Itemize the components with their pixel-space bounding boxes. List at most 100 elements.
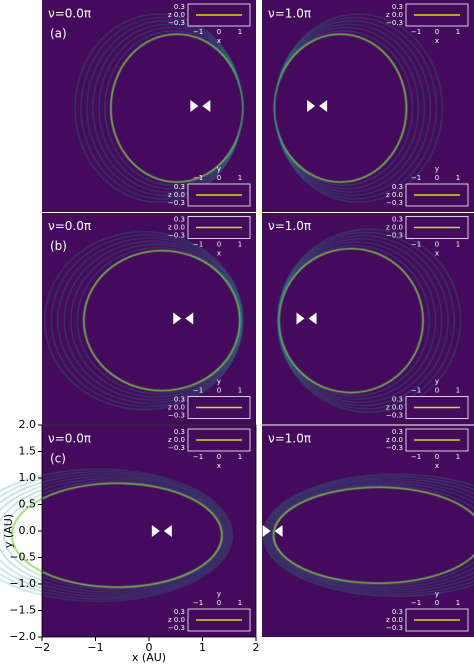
inset-h-tick: 1: [456, 599, 460, 607]
marker-arrow: [262, 525, 283, 537]
inset-z-label: z: [168, 616, 172, 624]
marker-arrow: [307, 100, 328, 112]
orbit-ring: [44, 231, 244, 410]
marker-arrow: [173, 312, 194, 325]
marker-arrow: [296, 312, 317, 325]
orbit-ring: [0, 471, 231, 600]
orbit-density: [0, 468, 233, 602]
inset-z-tick: 0.0: [174, 436, 185, 444]
inset-h-tick: −1: [193, 28, 203, 36]
orbit-ring: [272, 486, 474, 585]
inset-h-label: y: [435, 378, 439, 386]
inset-h-tick: 0: [435, 28, 439, 36]
orbit-ring: [11, 482, 223, 589]
orbit-ring: [274, 13, 443, 203]
inset-z-label: z: [386, 616, 390, 624]
orbit-ring: [83, 249, 241, 392]
inset-h-tick: 1: [456, 453, 460, 461]
inset-h-tick: 1: [238, 387, 242, 395]
orbit-ring: [264, 476, 474, 595]
panel-tag: (b): [50, 239, 67, 253]
inset-h-label: x: [435, 37, 439, 45]
inset-h-tick: −1: [193, 453, 203, 461]
inset-h-tick: 0: [217, 599, 221, 607]
inset-h-tick: 0: [435, 241, 439, 249]
inset-h-tick: −1: [411, 241, 421, 249]
inset-z-tick: 0.0: [174, 404, 185, 412]
orbit-ring: [70, 243, 242, 398]
orbit-ring: [76, 247, 241, 395]
inset-z-tick: 0.0: [392, 224, 403, 232]
inset-z-label: z: [386, 436, 390, 444]
orbit-ring: [0, 468, 233, 602]
inset-z-tick: 0.0: [174, 191, 185, 199]
inset-h-tick: 0: [435, 174, 439, 182]
inset-h-label: y: [217, 165, 221, 173]
inset-z-tick: 0.0: [174, 224, 185, 232]
panel-nu: ν=1.0π: [268, 432, 311, 446]
inset-z-label: z: [168, 191, 172, 199]
inset-z-label: z: [168, 404, 172, 412]
inset-h-tick: −1: [411, 387, 421, 395]
inset-z-label: z: [386, 191, 390, 199]
inset-z-tick: 0.0: [392, 436, 403, 444]
inset-h-label: x: [435, 462, 439, 470]
inset-z-tick: 0.3: [392, 396, 403, 404]
inset-h-tick: 0: [217, 174, 221, 182]
y-axis-label: y (AU): [2, 514, 15, 548]
inset-h-label: y: [435, 165, 439, 173]
inset-z-label: z: [168, 436, 172, 444]
inset-h-label: x: [217, 462, 221, 470]
inset-h-tick: −1: [193, 387, 203, 395]
inset-h-tick: 1: [238, 241, 242, 249]
inset-z-tick: 0.3: [392, 428, 403, 436]
panel-background: [262, 425, 474, 637]
inset-z-label: z: [386, 11, 390, 19]
inset-h-tick: 0: [217, 453, 221, 461]
orbit-ring: [0, 478, 226, 593]
x-tick-label: −2: [34, 641, 50, 654]
inset-h-tick: 1: [456, 241, 460, 249]
panel-nu: ν=0.0π: [48, 432, 91, 446]
orbit-ring: [269, 482, 474, 588]
inset-z-tick: 0.0: [174, 11, 185, 19]
marker-arrow: [151, 525, 172, 537]
y-tick-label: −2.0: [9, 630, 36, 643]
x-axis-label: x (AU): [132, 651, 166, 664]
orbit-ring: [63, 240, 242, 401]
inset-z-tick: −0.3: [168, 232, 185, 240]
inset-h-tick: −1: [193, 241, 203, 249]
inset-h-tick: 1: [238, 174, 242, 182]
inset-z-tick: −0.3: [168, 624, 185, 632]
orbit-density: [44, 231, 244, 410]
inset-z-tick: 0.0: [392, 11, 403, 19]
y-tick-label: −1.5: [9, 604, 36, 617]
inset-h-label: x: [217, 250, 221, 258]
inset-z-tick: 0.3: [392, 183, 403, 191]
panel-background: [262, 212, 474, 425]
panel-nu: ν=1.0π: [268, 219, 311, 233]
inset-h-tick: −1: [411, 28, 421, 36]
orbit-ring: [74, 13, 244, 203]
panel-nu: ν=0.0π: [48, 7, 91, 21]
inset-h-tick: 1: [238, 453, 242, 461]
inset-h-tick: 1: [238, 28, 242, 36]
inset-h-label: x: [217, 37, 221, 45]
y-tick-label: −1.0: [9, 577, 36, 590]
inset-z-tick: 0.0: [392, 616, 403, 624]
inset-h-tick: 0: [435, 387, 439, 395]
orbit-density: [74, 13, 244, 203]
y-tick-label: 0.5: [19, 498, 37, 511]
y-tick-label: −0.5: [9, 551, 36, 564]
inset-h-tick: −1: [193, 174, 203, 182]
panel-tag: (c): [50, 452, 66, 466]
inset-h-tick: 0: [435, 599, 439, 607]
panel-nu: ν=1.0π: [268, 7, 311, 21]
inset-z-label: z: [386, 224, 390, 232]
inset-h-tick: −1: [411, 599, 421, 607]
inset-h-tick: 1: [456, 387, 460, 395]
inset-z-tick: 0.0: [392, 191, 403, 199]
orbit-ring: [50, 234, 243, 407]
inset-h-tick: −1: [411, 174, 421, 182]
